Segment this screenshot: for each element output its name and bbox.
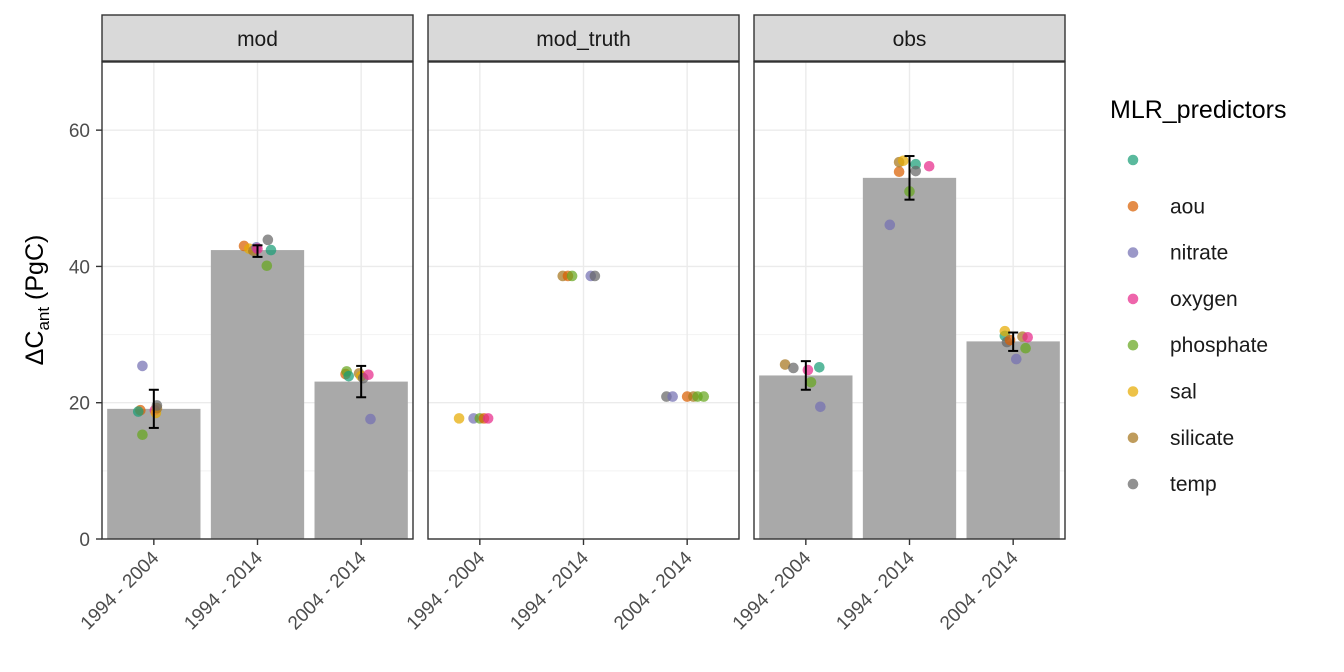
legend-label: oxygen — [1170, 288, 1238, 311]
bar-obs-1 — [862, 177, 957, 540]
point-obs-0 — [779, 359, 791, 370]
y-axis: 0 20 40 60 — [69, 121, 102, 551]
point-mod_truth-0 — [453, 413, 465, 424]
point-mod-1 — [137, 360, 148, 372]
x-tick-label: 1994 - 2014 — [506, 547, 593, 634]
legend-entries: aou nitrate oxygen phosphate sal silicate temp — [1127, 154, 1268, 496]
legend-entry-unnamed — [1127, 154, 1139, 166]
point-mod-14 — [262, 234, 274, 246]
y-tick-label: 40 — [69, 257, 90, 278]
legend-label: sal — [1170, 381, 1197, 404]
legend-key — [1127, 201, 1139, 212]
legend-title: MLR_predictors — [1110, 96, 1286, 124]
legend-key — [1127, 154, 1139, 166]
legend-key — [1127, 247, 1139, 258]
strip-background — [753, 14, 1066, 62]
strip-label-mod: mod — [237, 28, 278, 51]
point-mod_truth-9 — [589, 270, 601, 282]
point-mod_truth-15 — [698, 391, 710, 402]
point-obs-13 — [923, 160, 935, 172]
error-bar-obs-0 — [800, 360, 811, 391]
bar-mod-0 — [107, 408, 201, 539]
legend-key — [1127, 339, 1139, 351]
legend-entry-oxygen: oxygen — [1127, 288, 1238, 311]
point-obs-2 — [802, 364, 814, 376]
legend-entry-nitrate: nitrate — [1127, 242, 1228, 265]
strip-background — [427, 14, 740, 62]
point-obs-5 — [815, 401, 826, 413]
point-obs-9 — [897, 155, 909, 167]
x-tick-label: 1994 - 2014 — [180, 547, 267, 634]
error-bar-mod-2 — [356, 364, 367, 399]
y-axis-title: ΔCant (PgC) — [21, 235, 53, 366]
x-tick-label: 2004 - 2014 — [610, 547, 697, 634]
error-bar-obs-1 — [904, 155, 915, 201]
y-tick-label: 0 — [79, 530, 90, 551]
legend-label: phosphate — [1170, 334, 1268, 357]
point-mod-2 — [137, 429, 148, 441]
error-bar-mod-0 — [148, 388, 159, 429]
point-obs-12 — [910, 165, 922, 177]
bar-mod-2 — [314, 381, 408, 539]
point-mod-13 — [261, 260, 273, 272]
strip-label-obs: obs — [893, 28, 927, 51]
point-obs-1 — [788, 362, 799, 374]
point-mod-7 — [132, 406, 144, 417]
legend-entry-aou: aou — [1127, 195, 1205, 218]
legend-entry-silicate: silicate — [1127, 427, 1234, 450]
x-tick-label: 2004 - 2014 — [936, 547, 1023, 634]
point-mod-18 — [343, 370, 355, 382]
point-mod_truth-4 — [482, 413, 494, 424]
point-obs-3 — [805, 376, 817, 388]
legend-label: silicate — [1170, 427, 1234, 450]
point-mod_truth-11 — [667, 391, 678, 402]
point-mod-23 — [365, 413, 376, 425]
bar-mod-1 — [210, 250, 305, 539]
x-tick-label: 1994 - 2004 — [77, 547, 164, 634]
legend: MLR_predictors aou nitrate oxygen phosphate… — [1110, 96, 1286, 496]
x-tick-label: 1994 - 2004 — [729, 547, 816, 634]
legend-label: temp — [1170, 473, 1217, 496]
x-tick-label: 1994 - 2004 — [403, 547, 490, 634]
point-mod_truth-7 — [566, 270, 578, 282]
legend-entry-sal: sal — [1127, 381, 1197, 404]
y-axis-title-prefix: ΔC — [21, 331, 49, 366]
y-tick-label: 60 — [69, 121, 90, 142]
y-axis-title-subscript: ant — [34, 307, 53, 331]
point-obs-7 — [893, 166, 905, 178]
error-bar-obs-2 — [1008, 331, 1019, 352]
facet-panel-mod: mod 1994 - 2004 1994 - 2014 2004 - 2014 — [77, 14, 414, 634]
point-obs-6 — [884, 219, 896, 231]
point-mod-15 — [265, 244, 277, 256]
x-tick-label: 2004 - 2014 — [284, 547, 371, 634]
svg-text:ΔCant (PgC): ΔCant (PgC) — [21, 235, 53, 366]
point-obs-18 — [1010, 353, 1022, 365]
bar-obs-0 — [759, 375, 853, 539]
point-obs-15 — [999, 325, 1011, 337]
y-axis-title-suffix: (PgC) — [21, 235, 49, 307]
legend-key — [1127, 432, 1139, 444]
point-obs-4 — [814, 361, 825, 373]
legend-key — [1127, 386, 1139, 397]
legend-key — [1127, 293, 1139, 305]
bar-obs-2 — [966, 341, 1060, 539]
facet-panel-mod_truth: mod_truth 1994 - 2004 1994 - 2014 2004 - 20… — [403, 14, 740, 634]
x-tick-label: 1994 - 2014 — [832, 547, 919, 634]
legend-entry-temp: temp — [1127, 473, 1217, 496]
strip-background — [101, 14, 414, 62]
facet-panel-obs: obs 1994 - 2004 1994 - 2014 2004 - 2014 — [729, 14, 1066, 634]
y-tick-label: 20 — [69, 394, 90, 415]
strip-label-mod_truth: mod_truth — [536, 28, 631, 51]
legend-label: aou — [1170, 195, 1205, 218]
legend-label: nitrate — [1170, 242, 1228, 265]
error-bar-mod-1 — [252, 244, 263, 258]
point-obs-20 — [1020, 342, 1031, 354]
legend-entry-phosphate: phosphate — [1127, 334, 1268, 357]
legend-key — [1127, 478, 1139, 490]
point-obs-21 — [1022, 331, 1033, 343]
point-mod-22 — [363, 369, 374, 381]
